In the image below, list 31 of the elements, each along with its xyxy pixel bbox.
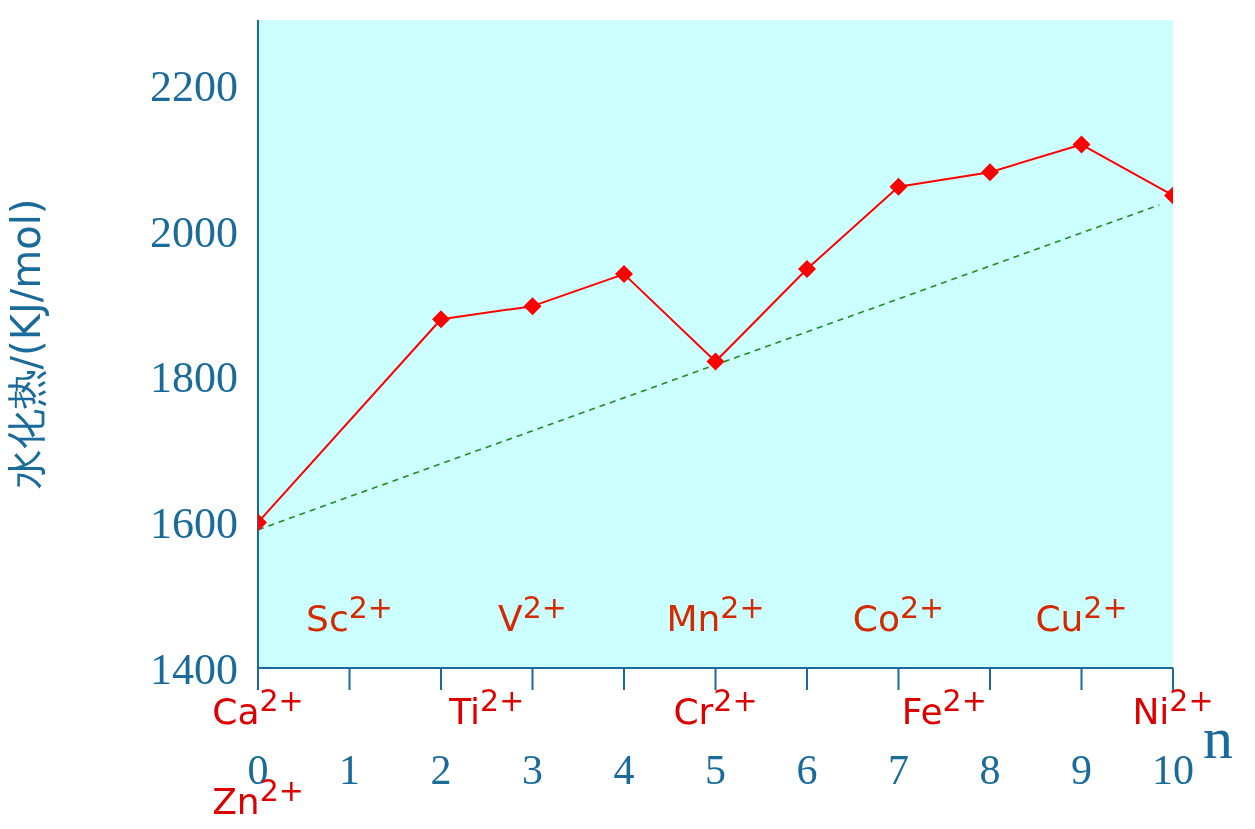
- x-tick-label: 1: [339, 747, 360, 793]
- x-tick-label: 6: [796, 747, 818, 793]
- annotation: V$^{2+}$: [498, 590, 567, 639]
- x-tick-label: 4: [613, 747, 635, 793]
- point: [432, 310, 450, 329]
- point: [981, 163, 999, 182]
- x-tick-label: 2: [430, 747, 452, 793]
- point: [798, 260, 816, 279]
- annotation: Mn$^{2+}$: [666, 590, 765, 639]
- point: [889, 177, 908, 196]
- x-tick-label: 7: [888, 747, 909, 793]
- point: [706, 352, 725, 371]
- y-tick-label: 1800: [150, 353, 238, 403]
- x-tick-label: 3: [522, 747, 543, 793]
- text: Cr$^{2+}$: [673, 683, 758, 732]
- y-axis-title: 水化热/(KJ/mol): [3, 198, 50, 490]
- x-tick-label: 8: [979, 747, 1001, 793]
- point: [1072, 135, 1091, 154]
- text: Ti$^{2+}$: [449, 683, 525, 732]
- y-tick-label: 2200: [150, 62, 238, 112]
- y-tick-label: 2000: [150, 207, 238, 257]
- annotation: Co$^{2+}$: [852, 590, 945, 639]
- annotation: Cu$^{2+}$: [1035, 590, 1128, 639]
- x-tick-label: 5: [705, 747, 726, 793]
- text: Fe$^{2+}$: [901, 683, 987, 732]
- point: [523, 297, 542, 316]
- x-tick-label: 9: [1071, 747, 1092, 793]
- x-tick-label: 10: [1152, 747, 1194, 793]
- point: [615, 265, 633, 284]
- y-tick-label: 1600: [150, 499, 238, 548]
- annotation: Sc$^{2+}$: [306, 590, 393, 639]
